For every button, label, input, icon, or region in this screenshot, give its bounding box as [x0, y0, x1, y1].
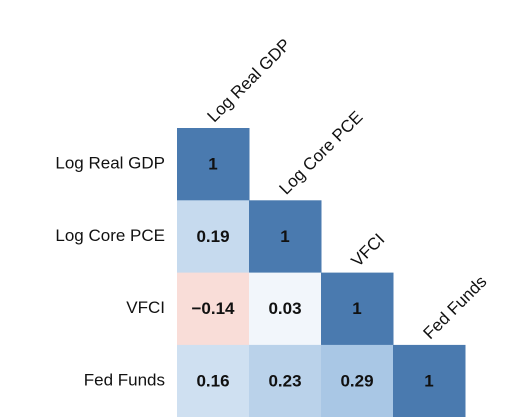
cell	[249, 272, 322, 346]
cell	[177, 200, 250, 274]
cell	[321, 272, 394, 346]
cell	[177, 128, 250, 201]
cell-label: 1	[280, 227, 289, 246]
cell-label: −0.14	[191, 299, 235, 318]
cell-label: 0.29	[340, 372, 373, 391]
row-label: Fed Funds	[84, 371, 165, 390]
cell	[249, 200, 322, 274]
cell-label: 0.16	[196, 372, 229, 391]
column-label: Fed Funds	[420, 272, 491, 343]
cell	[249, 344, 322, 417]
row-label: VFCI	[126, 298, 165, 317]
cell-label: 1	[208, 155, 217, 174]
cell-label: 0.03	[268, 299, 301, 318]
cell-label: 1	[352, 299, 361, 318]
column-label: Log Real GDP	[204, 35, 295, 126]
cell	[393, 344, 466, 417]
column-label: VFCI	[348, 230, 389, 271]
cell-label: 1	[424, 372, 433, 391]
cell	[321, 344, 394, 417]
cell	[177, 344, 250, 417]
column-label: Log Core PCE	[276, 107, 367, 198]
row-label: Log Real GDP	[55, 154, 165, 173]
cell-label: 0.23	[268, 372, 301, 391]
row-label: Log Core PCE	[55, 226, 165, 245]
cell-label: 0.19	[196, 227, 229, 246]
cell	[177, 272, 250, 346]
